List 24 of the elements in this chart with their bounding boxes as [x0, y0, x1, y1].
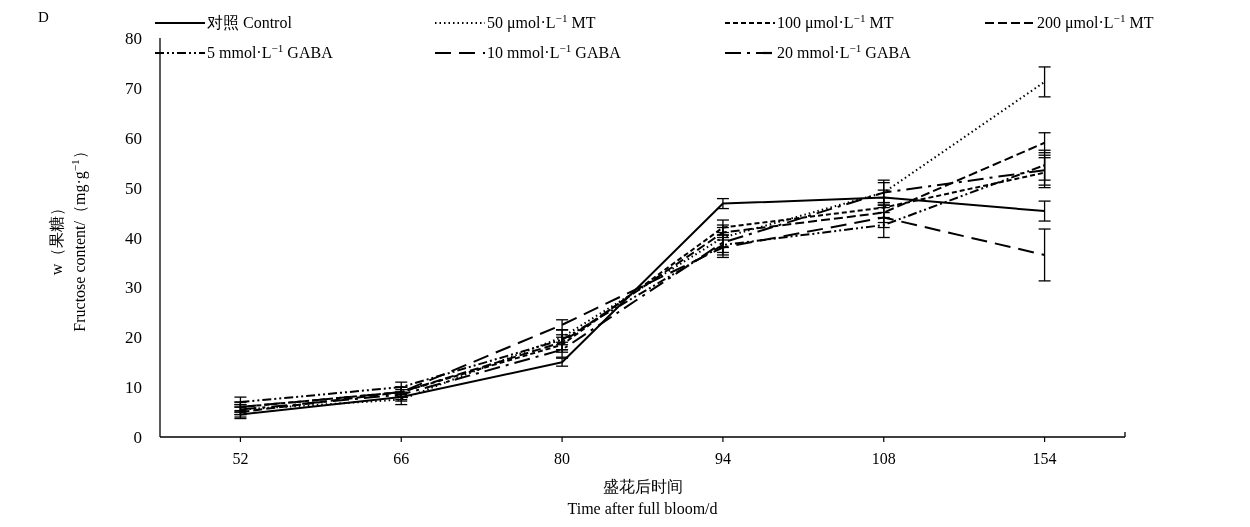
y-tick-label: 0 [133, 428, 142, 447]
legend-label: 10 mmol·L$^{−1}$ GABA [487, 42, 622, 61]
x-axis-title: 盛花后时间 Time after full bloom/d [567, 478, 718, 517]
chart-title: D [38, 9, 49, 25]
legend-label: 对照 Control [207, 14, 293, 31]
legend-label: 5 mmol·L$^{−1}$ GABA [207, 42, 334, 61]
y-tick-label: 80 [125, 29, 142, 48]
y-tick-label: 40 [125, 228, 142, 248]
y-tick-label: 70 [125, 78, 142, 98]
x-tick-label: 80 [554, 450, 571, 467]
legend-label: 100 μmol·L$^{−1}$ MT [777, 12, 894, 32]
y-tick-label: 50 [125, 178, 142, 198]
y-tick-label: 10 [125, 378, 142, 398]
legend-label: 20 mmol·L$^{−1}$ GABA [777, 42, 912, 61]
x-tick-label: 108 [871, 450, 896, 467]
x-tick-label: 66 [393, 450, 410, 467]
x-tick-label: 52 [232, 450, 249, 467]
x-tick-label: 94 [714, 450, 731, 467]
legend-label: 200 μmol·L$^{−1}$ MT [1037, 12, 1154, 32]
legend-label: 50 μmol·L$^{−1}$ MT [487, 12, 596, 32]
y-tick-label: 60 [125, 128, 142, 148]
y-tick-label: 20 [125, 328, 142, 348]
y-tick-label: 30 [125, 278, 142, 298]
x-tick-label: 154 [1032, 450, 1057, 467]
